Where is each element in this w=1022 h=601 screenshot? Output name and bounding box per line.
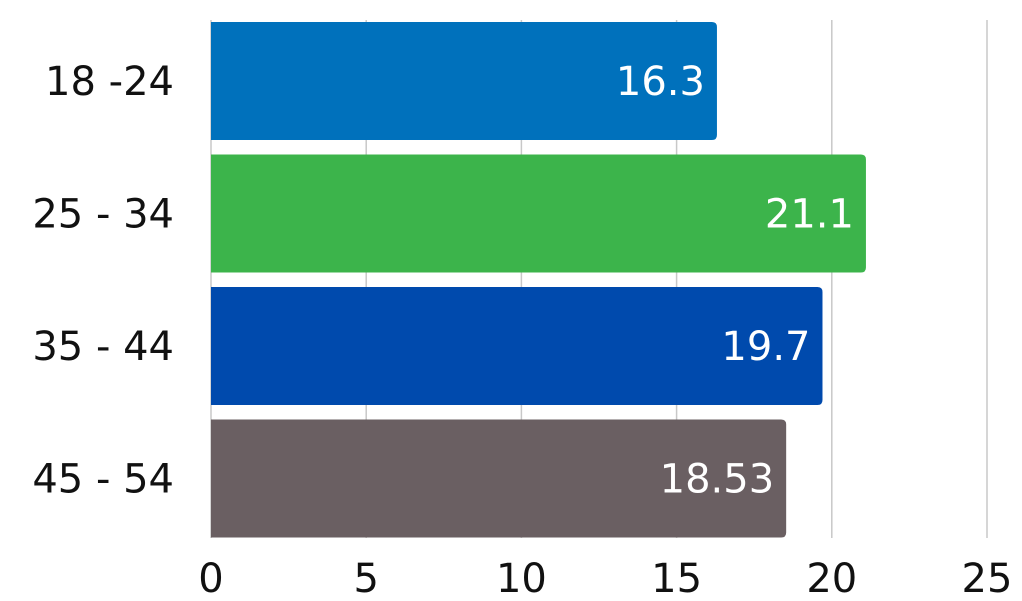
label-layer: 0 5 10 15 20 25 16.3 18 -24 21.1 25 - 34 19.7 35 - … xyxy=(32,59,1012,601)
bar-value-label-2: 21.1 xyxy=(765,192,854,238)
category-label-1: 18 -24 xyxy=(45,59,174,105)
x-tick-label-25: 25 xyxy=(962,556,1013,601)
category-label-3: 35 - 44 xyxy=(32,324,174,370)
bar-value-label-4: 18.53 xyxy=(660,457,775,503)
category-label-2: 25 - 34 xyxy=(32,192,174,238)
bar-layer xyxy=(211,22,866,538)
x-tick-label-5: 5 xyxy=(353,556,378,601)
bar-1 xyxy=(211,22,717,140)
x-tick-label-10: 10 xyxy=(496,556,547,601)
bar-value-label-1: 16.3 xyxy=(616,59,705,105)
category-label-4: 45 - 54 xyxy=(32,457,174,503)
bar-4 xyxy=(211,419,787,538)
bar-value-label-3: 19.7 xyxy=(721,324,810,370)
x-tick-label-20: 20 xyxy=(806,556,857,601)
bar-3 xyxy=(211,287,823,405)
bar-2 xyxy=(211,154,866,273)
x-tick-label-0: 0 xyxy=(198,556,223,601)
x-tick-label-15: 15 xyxy=(651,556,702,601)
